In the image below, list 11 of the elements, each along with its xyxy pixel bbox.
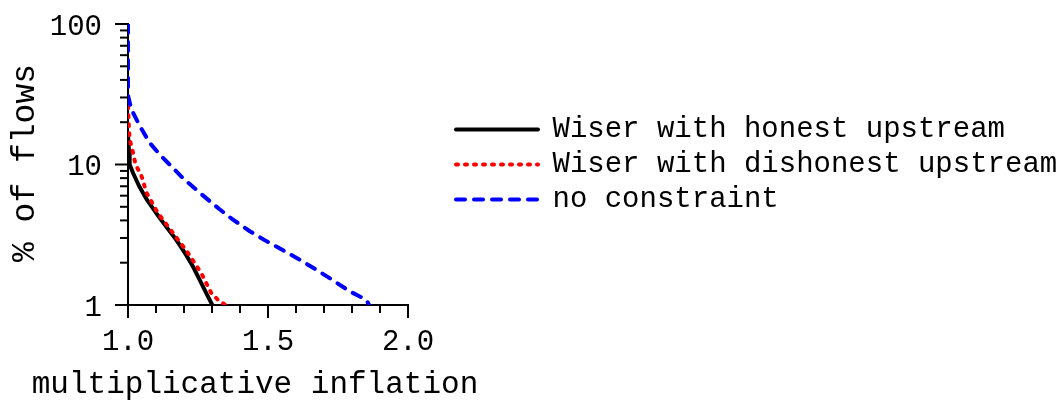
y-tick-label: 10	[67, 151, 102, 184]
y-axis-title: % of flows	[7, 63, 44, 263]
y-tick-label: 100	[49, 10, 102, 44]
x-tick-label: 2.0	[381, 326, 435, 360]
legend-label: Wiser with honest upstream	[552, 113, 1005, 147]
legend-label: Wiser with dishonest upstream	[552, 148, 1058, 182]
x-tick-label: 1.0	[101, 326, 155, 360]
x-axis-title: multiplicative inflation	[31, 367, 479, 402]
y-tick-label: 1	[84, 291, 102, 325]
legend-label: no constraint	[552, 183, 779, 217]
x-tick-label: 1.5	[241, 326, 295, 360]
